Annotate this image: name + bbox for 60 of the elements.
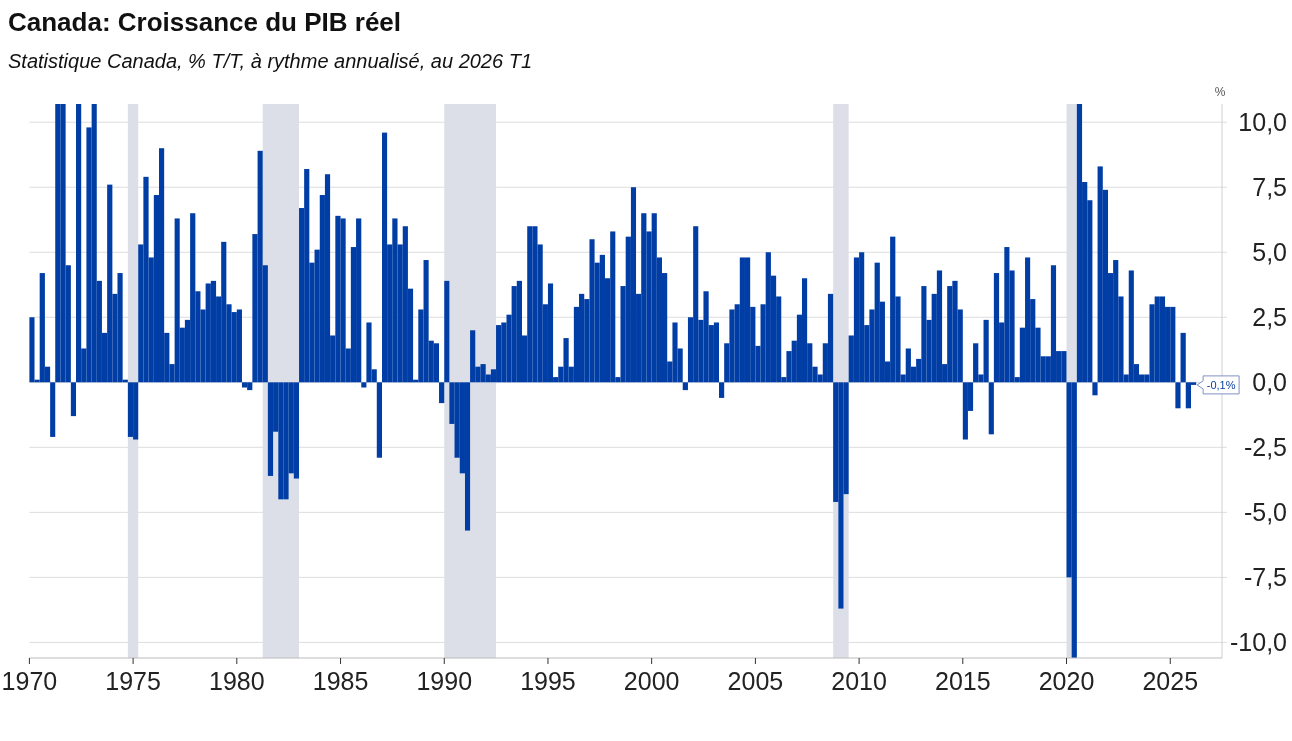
x-tick-label: 1980 [208,667,265,695]
bar [127,382,134,437]
x-tick-label: 2025 [1142,667,1199,695]
bar [1092,382,1098,396]
bar [988,382,994,435]
bar [1159,296,1166,383]
bar [464,382,471,531]
bar [376,382,383,458]
bar [1071,382,1077,658]
bar [267,382,274,476]
bar [439,382,445,404]
x-tick-label: 1995 [520,667,576,695]
bar [744,257,751,383]
bar [236,309,242,383]
y-tick-label: -7,5 [1243,563,1287,592]
bar [293,382,300,479]
bar [210,280,217,383]
y-tick-label: 0,0 [1252,368,1287,397]
x-tick-label: 1990 [416,667,473,695]
y-tick-label: 7,5 [1252,172,1287,201]
bar [993,273,1000,383]
bar [50,382,56,437]
y-axis-title: % [1214,85,1226,99]
x-tick-label: 2010 [831,667,887,695]
bar [70,382,77,417]
y-tick-label: 5,0 [1252,238,1287,266]
annotation: -0,1% [1206,378,1236,391]
x-tick-label: 2005 [727,667,784,695]
bar [547,283,554,383]
chart-title: Canada: Croissance du PIB réel [8,7,402,37]
y-tick-label: -5,0 [1243,498,1287,527]
x-tick-label: 1985 [312,667,369,695]
y-tick-label: -10,0 [1230,628,1287,657]
y-tick-label: 2,5 [1252,303,1287,332]
bar [241,382,248,388]
x-tick-label: 2000 [623,667,680,695]
bar [713,322,720,383]
bar [361,382,367,388]
bar [382,132,388,383]
bar [76,104,82,383]
x-tick-label: 2020 [1038,667,1095,695]
y-tick-label: 10,0 [1238,107,1287,136]
bar [682,382,688,391]
bar [801,278,808,383]
chart-subtitle: Statistique Canada, % T/T, à rythme annualisé, au 2026 T1 [8,50,533,72]
x-tick-label: 2015 [935,667,991,695]
bar [1180,332,1186,383]
bar [1050,265,1057,383]
bar [470,330,476,383]
bar [827,293,834,383]
y-tick-label: -2,5 [1243,433,1287,462]
bar [630,187,637,383]
bar [936,270,943,383]
bar [719,382,725,398]
bar [1175,382,1181,409]
bar [324,174,331,383]
bar [433,343,440,383]
bar [444,280,450,383]
x-tick-label: 1975 [105,667,161,695]
x-tick-label: 1970 [1,667,58,695]
